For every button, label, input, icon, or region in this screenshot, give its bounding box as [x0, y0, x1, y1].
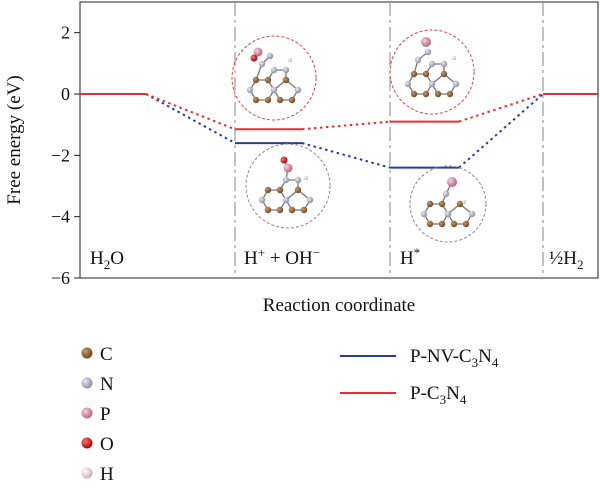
- atom-o-icon: [81, 437, 93, 449]
- y-tick-label: 0: [61, 84, 70, 104]
- connector-pnvc3n4-0: [145, 93, 236, 144]
- atom-c-icon: [81, 347, 93, 359]
- y-tick-label: 2: [61, 23, 70, 43]
- atom-label-n: N: [100, 374, 114, 395]
- series-group: [80, 93, 598, 169]
- connector-pc3n4-1: [301, 120, 391, 131]
- structure-inset-pnvc3n4-h: [409, 165, 487, 243]
- stage-labels: H2O H+ + OH− H* ½H2: [90, 245, 583, 272]
- y-axis: 2 0 −2 −4 −6: [51, 23, 80, 288]
- stage-label-h-oh: H+ + OH−: [244, 245, 320, 269]
- structure-inset-pc3n4-h: [389, 29, 475, 115]
- legend-label-pnvc3n4: P-NV-C3N4: [410, 346, 499, 370]
- connector-pnvc3n4-1: [301, 142, 391, 169]
- connector-pnvc3n4-2: [458, 93, 544, 169]
- series-pc3n4: [80, 93, 598, 131]
- atom-label-h: H: [100, 464, 114, 485]
- plot-frame: [79, 1, 599, 279]
- series-legend: P-NV-C3N4 P-C3N4: [340, 346, 499, 407]
- connector-pc3n4-2: [458, 93, 544, 123]
- y-axis-label: Free energy (eV): [4, 75, 25, 204]
- stage-dividers: [234, 2, 544, 278]
- stage-label-h2o: H2O: [90, 248, 124, 272]
- legend-label-pc3n4: P-C3N4: [410, 383, 467, 407]
- atom-label-o: O: [100, 434, 114, 455]
- atom-p-icon: [81, 407, 93, 419]
- y-tick-label: −4: [51, 207, 70, 227]
- y-tick-label: −2: [51, 145, 70, 165]
- atom-n-icon: [81, 377, 93, 389]
- stage-label-h-star: H*: [400, 245, 420, 269]
- atom-h-icon: [81, 467, 93, 479]
- atom-label-c: C: [100, 344, 113, 365]
- x-axis-label: Reaction coordinate: [263, 295, 415, 316]
- structure-inset-pc3n4-oh: [231, 35, 317, 121]
- structure-inset-pnvc3n4-oh: [245, 143, 331, 229]
- series-pnvc3n4: [80, 93, 598, 169]
- atom-label-p: P: [100, 404, 111, 425]
- connector-pc3n4-0: [145, 93, 236, 131]
- stage-label-half-h2: ½H2: [549, 248, 583, 272]
- y-tick-label: −6: [51, 268, 70, 288]
